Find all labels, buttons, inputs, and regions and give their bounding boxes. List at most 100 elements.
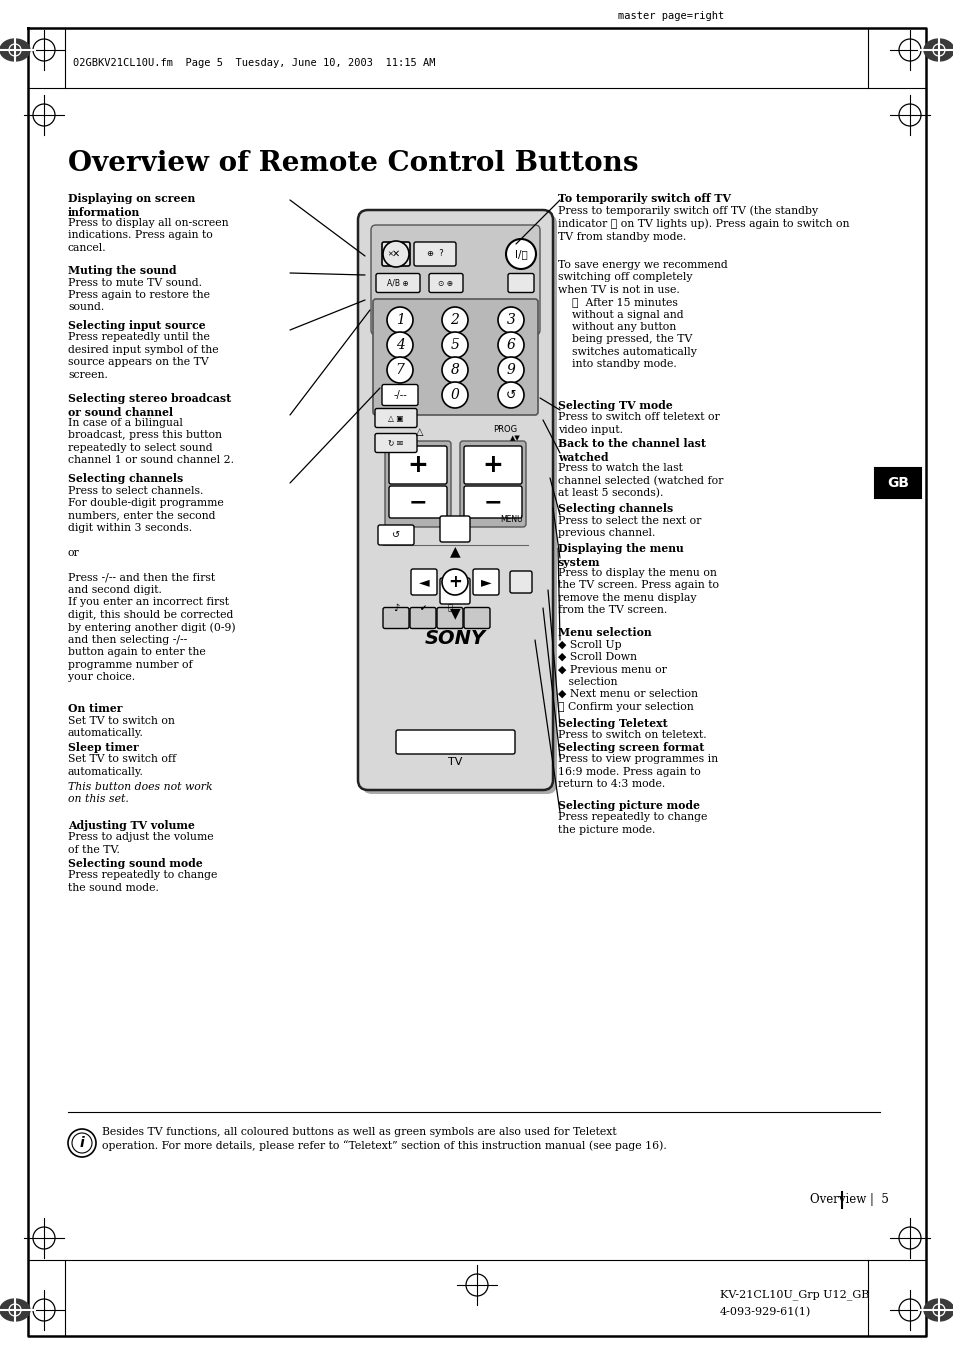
Text: Menu selection: Menu selection (558, 627, 651, 638)
FancyBboxPatch shape (375, 434, 416, 453)
Text: ↺: ↺ (505, 389, 516, 401)
Text: master page=right: master page=right (618, 11, 723, 20)
Text: i: i (79, 1136, 84, 1150)
Text: A/B ⊕: A/B ⊕ (387, 278, 409, 288)
Text: ▲▼: ▲▼ (509, 435, 519, 441)
Circle shape (441, 569, 468, 595)
Text: Press to temporarily switch off TV (the standby
indicator ⓨ on TV lights up). Pr: Press to temporarily switch off TV (the … (558, 206, 848, 241)
Text: Press to watch the last
channel selected (watched for
at least 5 seconds).: Press to watch the last channel selected… (558, 462, 722, 499)
Text: I/⏻: I/⏻ (514, 250, 527, 259)
Text: Displaying on screen
information: Displaying on screen information (68, 192, 195, 218)
Circle shape (71, 1133, 91, 1153)
FancyBboxPatch shape (436, 607, 462, 629)
Text: ↺: ↺ (392, 531, 399, 540)
Circle shape (441, 331, 468, 357)
Text: Selecting channels: Selecting channels (558, 503, 673, 514)
Text: 0: 0 (450, 387, 459, 402)
Text: Press to display all on-screen
indications. Press again to
cancel.: Press to display all on-screen indicatio… (68, 218, 229, 252)
FancyBboxPatch shape (381, 241, 410, 266)
Text: In case of a bilingual
broadcast, press this button
repeatedly to select sound
c: In case of a bilingual broadcast, press … (68, 417, 233, 465)
Circle shape (441, 307, 468, 333)
Text: Overview |  5: Overview | 5 (809, 1194, 888, 1207)
Text: 4-093-929-61(1): 4-093-929-61(1) (720, 1307, 810, 1318)
Text: GB: GB (886, 476, 908, 490)
Text: Set TV to switch off
automatically.: Set TV to switch off automatically. (68, 754, 176, 777)
Text: Selecting screen format: Selecting screen format (558, 742, 703, 753)
Text: Selecting TV mode: Selecting TV mode (558, 400, 672, 411)
Text: Press to adjust the volume
of the TV.: Press to adjust the volume of the TV. (68, 832, 213, 855)
FancyBboxPatch shape (439, 578, 470, 604)
Text: SONY: SONY (424, 629, 485, 648)
FancyBboxPatch shape (373, 299, 537, 415)
Circle shape (387, 331, 413, 357)
FancyBboxPatch shape (414, 241, 456, 266)
Text: Displaying the menu
system: Displaying the menu system (558, 543, 683, 567)
Text: This button does not work
on this set.: This button does not work on this set. (68, 782, 213, 805)
FancyBboxPatch shape (463, 446, 521, 484)
Text: ▼: ▼ (449, 606, 460, 621)
Circle shape (505, 239, 536, 269)
Text: Muting the sound: Muting the sound (68, 265, 176, 276)
Text: Press repeatedly to change
the sound mode.: Press repeatedly to change the sound mod… (68, 870, 217, 893)
Circle shape (441, 382, 468, 408)
FancyBboxPatch shape (463, 607, 490, 629)
Text: 6: 6 (506, 338, 515, 352)
Text: Press repeatedly until the
desired input symbol of the
source appears on the TV
: Press repeatedly until the desired input… (68, 333, 218, 379)
Text: ⊙ ⊕: ⊙ ⊕ (438, 278, 453, 288)
FancyBboxPatch shape (389, 486, 447, 518)
Text: Press to display the menu on
the TV screen. Press again to
remove the menu displ: Press to display the menu on the TV scre… (558, 567, 719, 615)
Text: Set TV to switch on
automatically.: Set TV to switch on automatically. (68, 716, 174, 738)
Circle shape (387, 357, 413, 383)
FancyBboxPatch shape (874, 468, 920, 498)
FancyBboxPatch shape (439, 516, 470, 542)
FancyBboxPatch shape (371, 225, 539, 336)
Text: Press to select the next or
previous channel.: Press to select the next or previous cha… (558, 516, 700, 537)
FancyBboxPatch shape (389, 446, 447, 484)
FancyBboxPatch shape (510, 572, 532, 593)
Text: 02GBKV21CL10U.fm  Page 5  Tuesday, June 10, 2003  11:15 AM: 02GBKV21CL10U.fm Page 5 Tuesday, June 10… (73, 59, 435, 68)
Text: TV: TV (447, 757, 461, 767)
Text: +: + (482, 453, 503, 477)
Ellipse shape (923, 1299, 953, 1320)
Text: Sleep timer: Sleep timer (68, 742, 138, 753)
Text: KV-21CL10U_Grp U12_GB: KV-21CL10U_Grp U12_GB (720, 1289, 868, 1300)
Text: ►: ► (480, 576, 491, 589)
Circle shape (68, 1129, 96, 1157)
Circle shape (497, 307, 523, 333)
Text: To temporarily switch off TV: To temporarily switch off TV (558, 192, 730, 205)
Text: ◄: ◄ (418, 576, 429, 589)
Circle shape (387, 307, 413, 333)
Text: −: − (483, 492, 502, 512)
Text: △ ▣: △ ▣ (388, 413, 403, 423)
Text: ♪: ♪ (393, 603, 398, 612)
Text: Selecting picture mode: Selecting picture mode (558, 801, 700, 812)
Text: Press to switch off teletext or
video input.: Press to switch off teletext or video in… (558, 412, 719, 435)
Circle shape (497, 382, 523, 408)
Text: ↻ ✉: ↻ ✉ (388, 438, 403, 447)
Text: Press to view programmes in
16:9 mode. Press again to
return to 4:3 mode.: Press to view programmes in 16:9 mode. P… (558, 754, 718, 790)
Text: Overview of Remote Control Buttons: Overview of Remote Control Buttons (68, 150, 638, 177)
Text: ⊕  ?: ⊕ ? (426, 250, 443, 259)
Text: +: + (448, 573, 461, 591)
Text: Press to switch on teletext.: Press to switch on teletext. (558, 731, 706, 741)
Circle shape (382, 241, 409, 267)
Text: Selecting channels: Selecting channels (68, 473, 183, 484)
Text: ◆ Scroll Up
◆ Scroll Down
◆ Previous menu or
   selection
◆ Next menu or selecti: ◆ Scroll Up ◆ Scroll Down ◆ Previous men… (558, 640, 698, 712)
Text: ✕: ✕ (387, 251, 393, 256)
Circle shape (497, 331, 523, 357)
FancyBboxPatch shape (507, 274, 534, 292)
Text: 5: 5 (450, 338, 459, 352)
FancyBboxPatch shape (459, 441, 525, 527)
FancyBboxPatch shape (411, 569, 436, 595)
FancyBboxPatch shape (357, 210, 553, 790)
FancyBboxPatch shape (385, 441, 451, 527)
Text: Back to the channel last
watched: Back to the channel last watched (558, 438, 705, 462)
Circle shape (441, 357, 468, 383)
Text: 1: 1 (395, 312, 404, 327)
Text: Selecting sound mode: Selecting sound mode (68, 858, 203, 869)
Text: ⎕: ⎕ (447, 603, 452, 612)
Text: -/--: -/-- (393, 390, 406, 400)
Text: 3: 3 (506, 312, 515, 327)
Text: MENU: MENU (500, 516, 522, 525)
FancyBboxPatch shape (377, 525, 414, 546)
